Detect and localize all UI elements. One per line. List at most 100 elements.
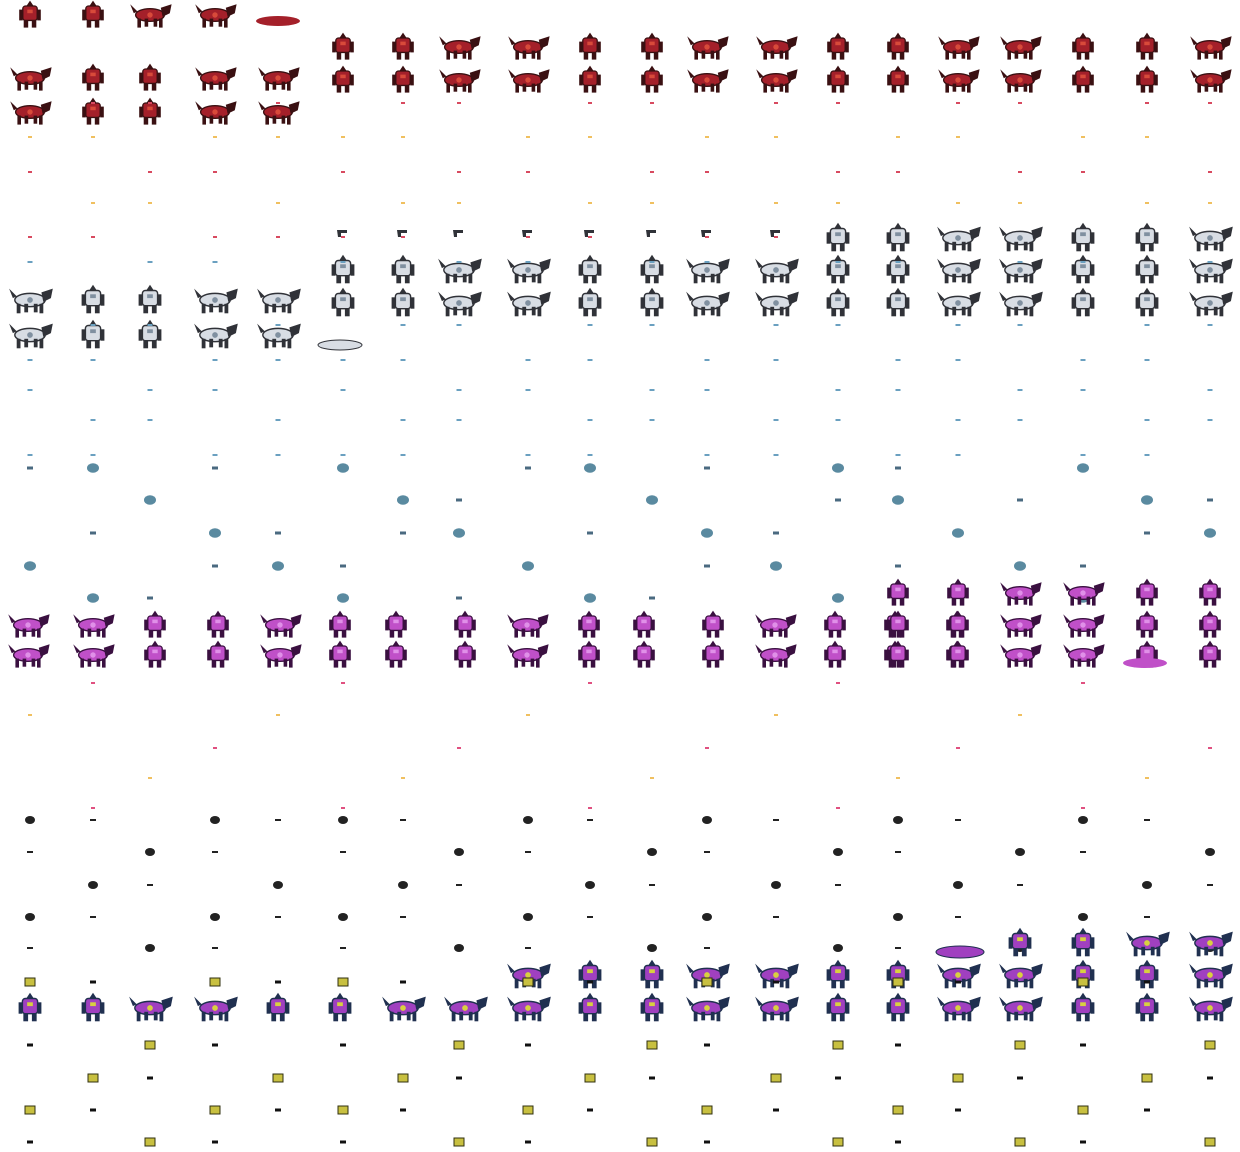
leg: [1148, 275, 1154, 284]
leg: [1211, 660, 1217, 668]
tail: [258, 101, 266, 111]
particle: [456, 324, 462, 326]
particle: [90, 980, 96, 984]
leg: [891, 308, 897, 317]
leg: [264, 338, 269, 349]
leg: [468, 306, 473, 317]
arm: [1154, 41, 1158, 53]
visor: [835, 41, 841, 46]
leg: [706, 660, 712, 668]
arm: [905, 232, 910, 244]
leg: [536, 628, 540, 638]
particle: [587, 324, 593, 326]
arm: [702, 619, 706, 631]
arm: [350, 297, 355, 309]
dog-sprite: [444, 996, 488, 1022]
dog-sprite: [999, 996, 1043, 1022]
particle: [1080, 1140, 1086, 1144]
leg: [1140, 308, 1146, 317]
leg: [1076, 85, 1082, 93]
detail: [456, 300, 462, 306]
leg: [637, 660, 643, 668]
detail: [1017, 590, 1023, 596]
leg: [265, 115, 269, 125]
detail: [27, 75, 33, 81]
visor: [147, 294, 153, 299]
detail: [1017, 652, 1023, 658]
leg: [281, 303, 286, 313]
arm: [100, 72, 104, 84]
visor: [1144, 41, 1150, 46]
particle: [91, 102, 95, 104]
arm: [845, 232, 850, 244]
leg: [839, 85, 845, 93]
leg: [1084, 1013, 1090, 1022]
leg: [645, 630, 651, 638]
leg: [693, 978, 698, 989]
detail: [275, 332, 281, 338]
particle: [275, 324, 281, 326]
coil: [701, 1105, 713, 1115]
head: [1206, 610, 1214, 616]
leg: [514, 628, 518, 638]
blob: [25, 913, 35, 921]
leg: [515, 83, 519, 93]
detail: [525, 1005, 531, 1011]
bot-sprite: [826, 959, 850, 989]
head: [40, 101, 52, 114]
bot-sprite: [1135, 287, 1159, 317]
leg: [211, 630, 217, 638]
leg: [531, 978, 536, 988]
tail: [1190, 36, 1198, 46]
leg: [17, 115, 21, 125]
leg: [944, 306, 949, 317]
leg: [202, 81, 206, 91]
arm: [157, 106, 161, 118]
leg: [219, 630, 225, 638]
bot-sprite: [826, 222, 850, 252]
tail: [10, 67, 18, 77]
leg: [453, 306, 458, 316]
detail: [147, 1005, 153, 1011]
visor: [710, 649, 716, 654]
particle: [1145, 777, 1149, 779]
arm: [1090, 1002, 1095, 1014]
blob: [893, 913, 903, 921]
particle: [27, 389, 33, 391]
leg: [891, 598, 897, 606]
arm: [157, 294, 162, 306]
leg: [1029, 978, 1034, 989]
leg: [1219, 241, 1224, 252]
torso: [1138, 292, 1156, 310]
torso: [636, 645, 652, 662]
head: [786, 69, 798, 82]
visor: [835, 969, 841, 974]
particle: [525, 947, 531, 949]
particle: [1208, 202, 1212, 204]
leg: [406, 1011, 411, 1021]
blob: [145, 944, 155, 952]
leg: [1141, 946, 1146, 956]
particle: [955, 419, 961, 421]
particle: [587, 819, 593, 821]
particle: [836, 807, 840, 809]
tail: [260, 614, 268, 624]
visor: [1207, 649, 1213, 654]
particle: [526, 136, 530, 138]
leg: [453, 50, 458, 59]
head: [339, 254, 347, 261]
torso: [457, 645, 473, 662]
head: [89, 97, 97, 103]
leg: [468, 1011, 473, 1021]
head: [225, 67, 237, 80]
leg: [530, 658, 535, 667]
leg: [779, 1011, 784, 1021]
visor: [587, 74, 593, 79]
particle: [28, 236, 32, 238]
leg: [945, 50, 949, 60]
arm: [100, 1002, 105, 1014]
arm: [596, 649, 600, 661]
leg: [39, 81, 43, 91]
arm: [905, 264, 910, 276]
visor: [832, 619, 838, 624]
